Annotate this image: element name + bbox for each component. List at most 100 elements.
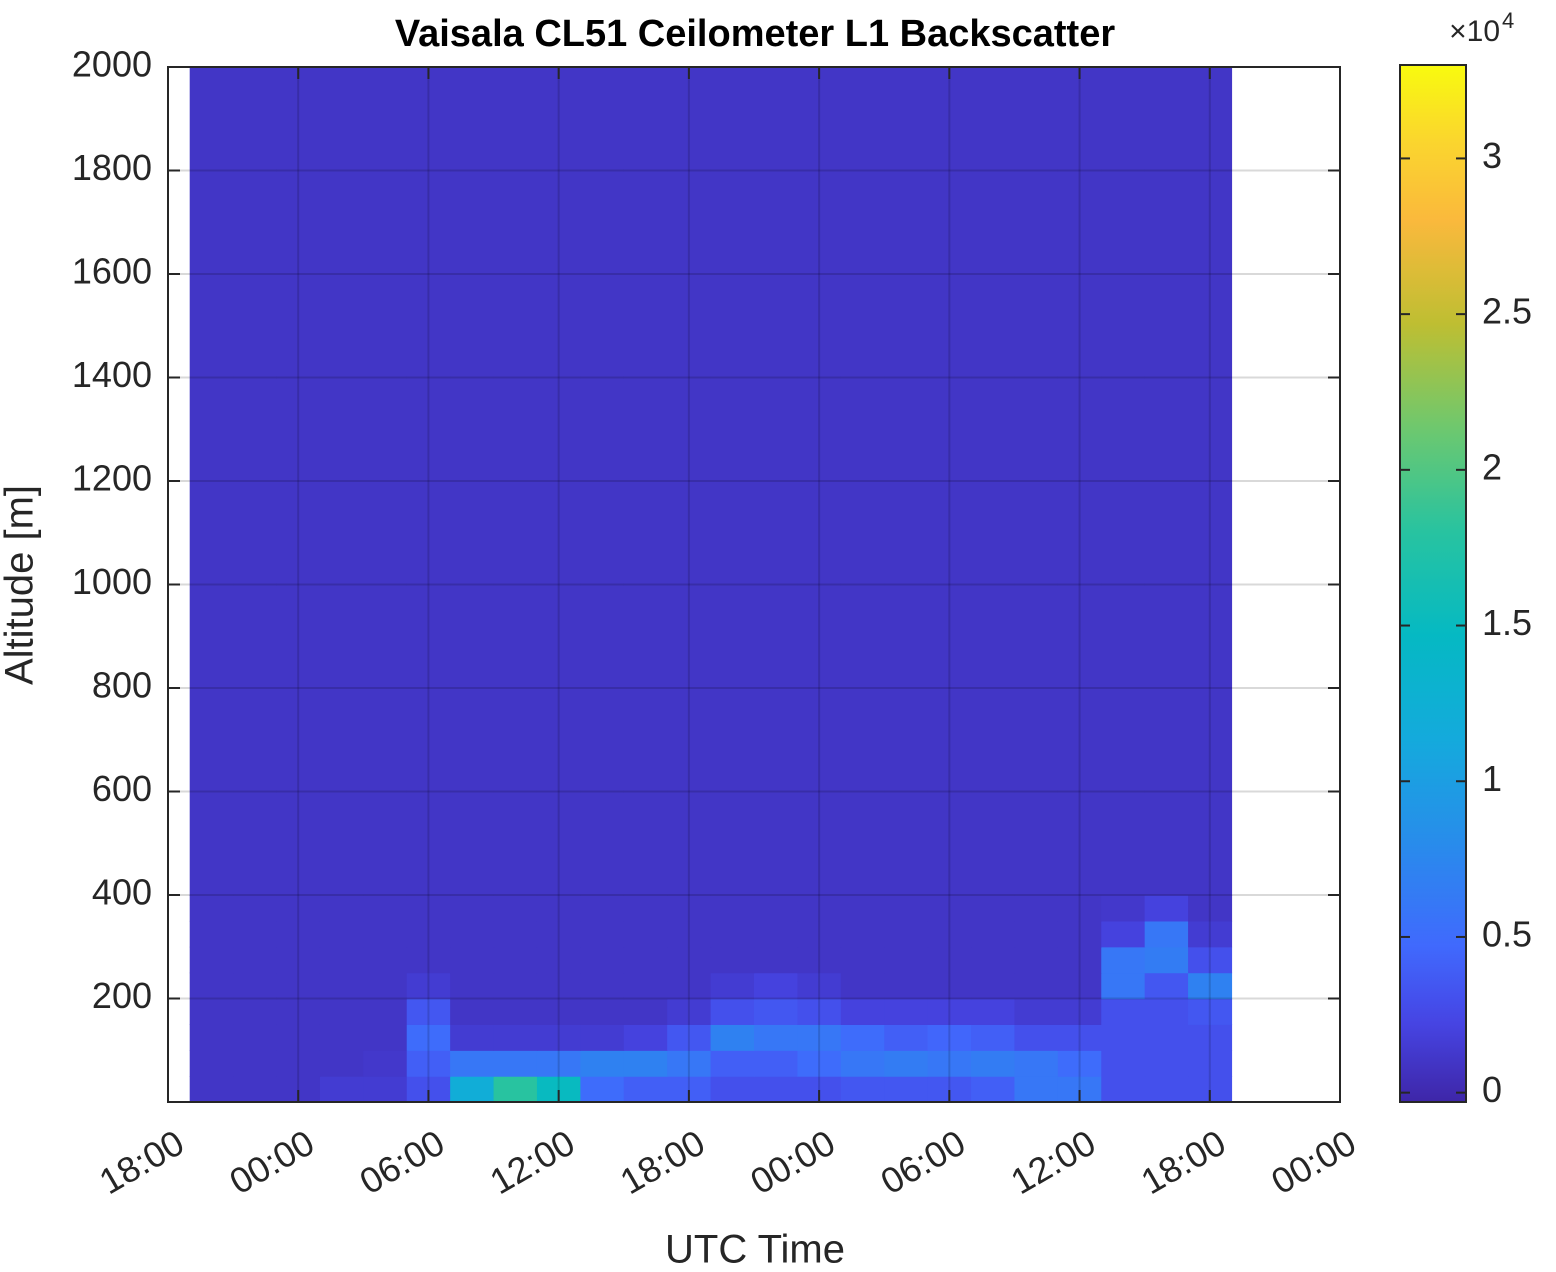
heatmap-cell <box>840 972 885 1000</box>
heatmap-cell <box>536 67 581 896</box>
heatmap-cell <box>450 67 495 896</box>
heatmap-cell <box>189 67 234 896</box>
heatmap-cell <box>623 920 668 948</box>
y-tick-label: 200 <box>92 975 152 1016</box>
colorbar-tick-label: 2 <box>1482 446 1502 487</box>
heatmap-cell <box>667 67 712 896</box>
heatmap-cell <box>1188 1024 1233 1051</box>
heatmap-cell <box>754 946 799 974</box>
heatmap-cell <box>1188 972 1233 1000</box>
heatmap-cell <box>1057 1050 1102 1077</box>
heatmap-cell <box>840 998 885 1025</box>
heatmap-cell <box>1014 67 1059 896</box>
heatmap-cell <box>406 998 451 1025</box>
heatmap-cell <box>710 1024 755 1051</box>
heatmap-cell <box>971 972 1016 1000</box>
x-tick-label: 00:00 <box>743 1122 842 1203</box>
heatmap-cell <box>667 946 712 974</box>
y-tick-label: 800 <box>92 665 152 706</box>
heatmap-cell <box>754 67 799 896</box>
heatmap-cell <box>623 1024 668 1051</box>
heatmap-cell <box>450 972 495 1000</box>
heatmap-cell <box>884 972 929 1000</box>
colorbar-tick-label: 1 <box>1482 758 1502 799</box>
heatmap-cell <box>971 920 1016 948</box>
heatmap-cell <box>536 998 581 1025</box>
heatmap-cell <box>319 1024 364 1051</box>
heatmap-cell <box>754 1024 799 1051</box>
heatmap-cell <box>189 1024 234 1051</box>
heatmap-cell <box>797 920 842 948</box>
heatmap-cell <box>1014 972 1059 1000</box>
heatmap-cell <box>580 946 625 974</box>
colorbar <box>1399 64 1467 1103</box>
heatmap-cell <box>1014 1076 1059 1103</box>
heatmap-cell <box>450 895 495 922</box>
heatmap-cell <box>754 972 799 1000</box>
heatmap-cell <box>840 1024 885 1051</box>
y-tick-label: 1400 <box>72 354 152 395</box>
heatmap-cell <box>797 895 842 922</box>
colorbar-tick-label: 3 <box>1482 135 1502 176</box>
y-tick-label: 400 <box>92 872 152 913</box>
heatmap-cell <box>884 946 929 974</box>
heatmap-cell <box>710 998 755 1025</box>
heatmap-cell <box>319 1050 364 1077</box>
heatmap-cell <box>1144 67 1189 896</box>
heatmap-cell <box>623 946 668 974</box>
heatmap-cell <box>276 895 321 922</box>
heatmap-cell <box>363 1024 408 1051</box>
heatmap-cell <box>1101 67 1146 896</box>
heatmap-cell <box>1144 895 1189 922</box>
heatmap-cell <box>319 998 364 1025</box>
heatmap-cell <box>189 1076 234 1103</box>
heatmap-cell <box>189 895 234 922</box>
heatmap-cell <box>1101 1050 1146 1077</box>
y-tick-label: 1800 <box>72 147 152 188</box>
heatmap-cell <box>927 998 972 1025</box>
heatmap-cell <box>580 998 625 1025</box>
heatmap-cell <box>276 67 321 896</box>
heatmap-cell <box>971 1076 1016 1103</box>
heatmap-cell <box>884 67 929 896</box>
heatmap-cell <box>406 895 451 922</box>
heatmap-cell <box>1014 920 1059 948</box>
heatmap-cell <box>363 946 408 974</box>
y-tick-label: 2000 <box>72 44 152 85</box>
heatmap-cell <box>406 946 451 974</box>
heatmap-cell <box>667 920 712 948</box>
heatmap-cell <box>927 1024 972 1051</box>
heatmap-cell <box>1188 1050 1233 1077</box>
heatmap-cell <box>189 920 234 948</box>
heatmap-cell <box>797 998 842 1025</box>
heatmap-cell <box>667 895 712 922</box>
heatmap-cell <box>623 998 668 1025</box>
colorbar-tick-label: 0 <box>1482 1069 1502 1110</box>
colorbar-multiplier: ×10 <box>1449 15 1500 48</box>
heatmap-cell <box>797 67 842 896</box>
heatmap-cell <box>754 920 799 948</box>
heatmap-cell <box>1144 998 1189 1025</box>
heatmap-cell <box>1014 895 1059 922</box>
heatmap-cell <box>363 1076 408 1103</box>
heatmap-cell <box>233 998 278 1025</box>
heatmap-cell <box>754 998 799 1025</box>
heatmap-cell <box>493 1024 538 1051</box>
heatmap-cell <box>710 1050 755 1077</box>
heatmap-cell <box>1101 972 1146 1000</box>
heatmap-cell <box>493 1076 538 1103</box>
heatmap-cell <box>536 1050 581 1077</box>
heatmap-cell <box>450 920 495 948</box>
heatmap-cell <box>1101 946 1146 974</box>
heatmap-cell <box>493 1050 538 1077</box>
heatmap-cell <box>276 1050 321 1077</box>
heatmap-cell <box>450 1076 495 1103</box>
heatmap-cell <box>580 920 625 948</box>
heatmap-cell <box>1144 1050 1189 1077</box>
heatmap-cell <box>754 1050 799 1077</box>
heatmap-cell <box>363 895 408 922</box>
heatmap-cell <box>1014 1024 1059 1051</box>
heatmap-cell <box>493 920 538 948</box>
heatmap-cell <box>406 1024 451 1051</box>
heatmap-cell <box>1057 920 1102 948</box>
